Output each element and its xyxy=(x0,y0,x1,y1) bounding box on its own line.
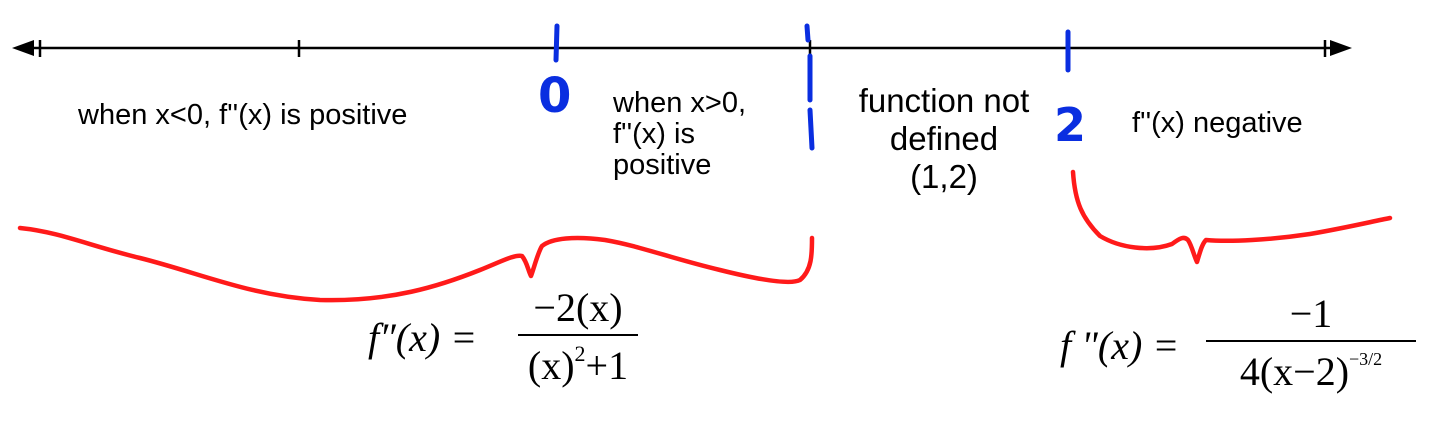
undefined-line-3: (1,2) xyxy=(910,158,978,195)
blue-one-stroke xyxy=(807,107,815,151)
left-arrow-head xyxy=(12,40,34,56)
right-denominator-base: 4(x−2) xyxy=(1239,349,1350,394)
left-equation-lhs: f″(x) = xyxy=(368,315,478,360)
left-region-label: when x<0, f''(x) is positive xyxy=(78,99,408,131)
blue-tick-zero xyxy=(553,23,560,63)
undefined-region-label: function not defined (1,2) xyxy=(834,82,1054,196)
between-line-2: f''(x) is xyxy=(613,118,695,150)
left-denominator-base: (x) xyxy=(527,343,575,388)
between-region-label: when x>0, f''(x) is positive xyxy=(613,88,746,181)
left-second-derivative-equation: f″(x) = −2(x) (x)2+1 xyxy=(368,284,648,394)
right-sketch-curve xyxy=(1070,169,1393,265)
between-line-3: positive xyxy=(613,149,712,181)
between-line-1: when x>0, xyxy=(613,87,747,119)
left-equation-fraction: −2(x) (x)2+1 xyxy=(518,284,638,394)
left-equation-denominator: (x)2+1 xyxy=(518,342,638,389)
right-second-derivative-equation: f "(x) = −1 4(x−2)−3/2 xyxy=(1060,290,1430,400)
left-sketch-curve xyxy=(17,225,815,303)
undefined-line-2: defined xyxy=(889,120,999,157)
tick-label-one: 1 xyxy=(788,100,819,148)
right-region-label: f''(x) negative xyxy=(1132,107,1303,139)
left-fraction-bar xyxy=(518,334,638,336)
undefined-line-1: function not xyxy=(858,82,1030,119)
right-fraction-bar xyxy=(1206,340,1416,342)
right-arrow-head xyxy=(1330,40,1352,56)
right-equation-fraction: −1 4(x−2)−3/2 xyxy=(1206,290,1416,400)
left-denominator-tail: +1 xyxy=(585,343,629,388)
handwritten-ticks xyxy=(553,23,1071,151)
tick-label-two: 2 xyxy=(1054,98,1087,152)
concavity-sketch xyxy=(17,169,1393,303)
right-equation-lhs: f "(x) = xyxy=(1060,323,1180,368)
right-equation-denominator: 4(x−2)−3/2 xyxy=(1206,348,1416,395)
blue-tick-one xyxy=(804,23,813,103)
right-equation-numerator: −1 xyxy=(1289,291,1333,336)
left-equation-numerator: −2(x) xyxy=(533,285,623,330)
tick-label-zero: 0 xyxy=(538,68,572,124)
number-line xyxy=(12,40,1352,57)
right-denominator-exponent: −3/2 xyxy=(1349,349,1383,369)
left-denominator-exponent: 2 xyxy=(574,341,586,366)
